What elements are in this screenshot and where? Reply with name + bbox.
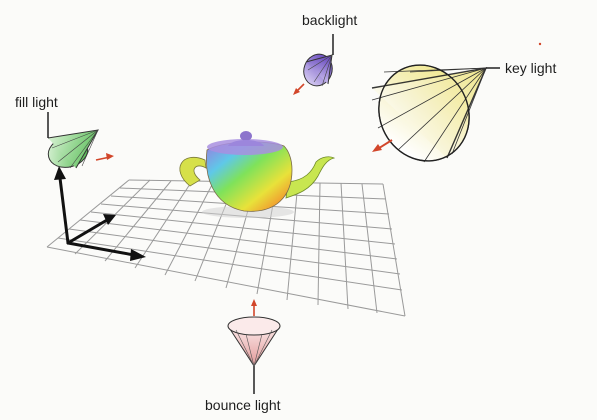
backlight-cone xyxy=(303,34,334,87)
backlight-label: backlight xyxy=(302,12,358,28)
coordinate-axes xyxy=(54,166,146,261)
bounce-light-cone xyxy=(227,316,281,394)
key-light-direction-arrow xyxy=(372,139,393,152)
teapot xyxy=(179,131,336,218)
bounce-light-direction-arrow xyxy=(251,299,257,316)
backlight-direction-arrow xyxy=(293,83,305,95)
stray-mark xyxy=(538,42,542,46)
key-light-cone xyxy=(371,64,500,163)
bounce-light-label: bounce light xyxy=(205,397,281,413)
key-light-label: key light xyxy=(505,60,557,76)
fill-light-cone xyxy=(47,112,99,169)
fill-light-direction-arrow xyxy=(95,153,114,161)
fill-light-label: fill light xyxy=(15,94,58,110)
